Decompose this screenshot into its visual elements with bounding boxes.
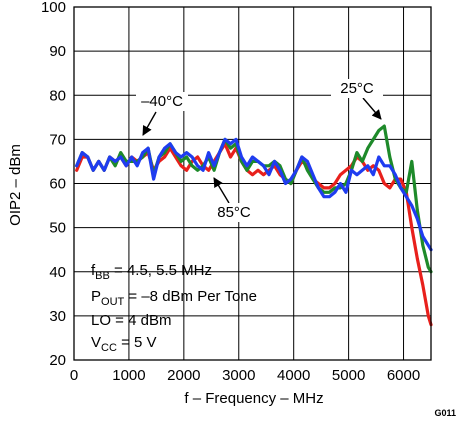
series-label-arrow (213, 177, 230, 204)
series-label: –40°C (141, 93, 183, 110)
conditions-annotation: fBB = 4.5, 5.5 MHz POUT = –8 dBm Per Tone… (91, 262, 257, 354)
annotation-line: VCC = 5 V (91, 334, 157, 354)
y-tick-label: 70 (49, 131, 66, 148)
annotation-line: POUT = –8 dBm Per Tone (91, 288, 257, 308)
series-label-arrow (142, 111, 157, 136)
y-tick-labels: 20 30 40 50 60 70 80 90 100 (41, 0, 66, 369)
x-axis-title: f – Frequency – MHz (184, 390, 323, 407)
series-line (75, 137, 433, 252)
series-label-arrow (362, 97, 382, 120)
figure-id: G011 (434, 408, 456, 418)
x-tick-label: 1000 (112, 367, 145, 384)
y-tick-label: 90 (49, 43, 66, 60)
grid-layer (74, 7, 431, 360)
x-tick-label: 2000 (167, 367, 200, 384)
y-axis-title: OIP2 – dBm (7, 144, 24, 226)
series-label-bg (208, 203, 260, 222)
y-tick-label: 30 (49, 308, 66, 325)
annotation-line: fBB = 4.5, 5.5 MHz (91, 262, 212, 282)
series-label: 85°C (217, 204, 251, 221)
y-tick-label: 80 (49, 87, 66, 104)
y-tick-label: 20 (49, 352, 66, 369)
x-tick-labels: 0 1000 2000 3000 4000 5000 6000 (70, 367, 420, 384)
x-tick-label: 3000 (222, 367, 255, 384)
series-label-bg (331, 79, 383, 98)
y-tick-label: 50 (49, 220, 66, 237)
y-tick-label: 60 (49, 176, 66, 193)
series-labels: –40°C 25°C 85°C (136, 79, 383, 222)
series-label-bg (136, 92, 188, 111)
y-tick-label: 100 (41, 0, 66, 16)
series-label: 25°C (340, 80, 374, 97)
y-tick-label: 40 (49, 264, 66, 281)
x-tick-label: 6000 (387, 367, 420, 384)
annotation-line: LO = 4 dBm (91, 312, 171, 329)
series-layer (75, 124, 433, 327)
plot-frame (73, 6, 432, 361)
x-tick-label: 0 (70, 367, 78, 384)
series-line (75, 124, 433, 274)
x-tick-label: 5000 (332, 367, 365, 384)
x-tick-label: 4000 (277, 367, 310, 384)
